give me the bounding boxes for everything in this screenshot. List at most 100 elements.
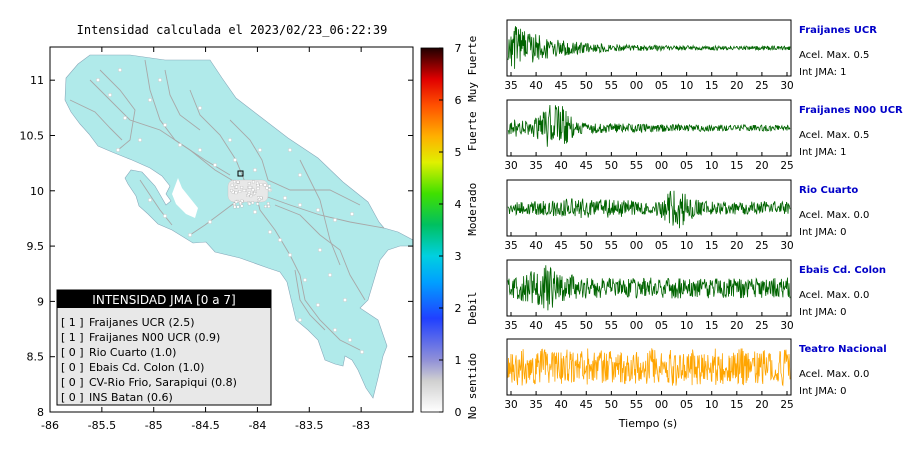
station-dot — [231, 190, 235, 194]
station-dot — [233, 180, 236, 184]
costa-rica-land — [64, 54, 413, 399]
waveform-tick-label: 25 — [780, 160, 793, 172]
gulf-nicoya — [172, 178, 198, 218]
station-jma: Int JMA: 0 — [799, 227, 847, 238]
map-x-tick-label: -86 — [41, 419, 59, 432]
waveform-tick-label: 25 — [755, 80, 768, 92]
waveform-tick-label: 10 — [680, 240, 693, 252]
station-dot — [178, 143, 182, 147]
waveform-tick-label: 45 — [554, 240, 567, 252]
station-dot — [288, 148, 292, 152]
intensity-legend: INTENSIDAD JMA [0 a 7] [ 1 ] Fraijanes UC… — [56, 289, 272, 406]
station-dot — [116, 148, 120, 152]
station-dot — [158, 78, 162, 82]
station-name: Teatro Nacional — [799, 344, 887, 355]
waveform-tick-label: 00 — [630, 240, 643, 252]
station-dot — [188, 233, 192, 237]
station-jma: Int JMA: 0 — [799, 307, 847, 318]
station-dot — [350, 212, 354, 216]
waveform-tick-label: 30 — [780, 240, 793, 252]
waveform-tick-label: 30 — [780, 80, 793, 92]
station-dot — [198, 148, 202, 152]
waveform-tick-label: 05 — [680, 399, 693, 411]
colorbar: 0 1 2 3 4 5 6 7 No sentido Debil Moderado Fuerte Mu… — [420, 36, 479, 419]
station-dot — [198, 106, 202, 110]
station-dot — [253, 210, 257, 214]
station-dot — [247, 182, 251, 185]
waveform-tick-label: 30 — [780, 320, 793, 332]
station-dot — [263, 183, 267, 187]
station-dot — [138, 138, 142, 142]
waveform-trace — [507, 348, 791, 387]
station-dot — [251, 201, 255, 205]
colorbar-category-label: Moderado — [466, 183, 479, 236]
station-dot — [259, 183, 263, 186]
map-axes: -86 -85.5 -85 -84.5 -84 -83.5 -83 11 10.5 10 9.5 9 8… — [20, 47, 413, 432]
station-dot — [234, 200, 238, 204]
station-jma: Int JMA: 0 — [799, 386, 847, 397]
map-x-tick-label: -84.5 — [191, 419, 219, 432]
station-pga: Acel. Max. 0.5 — [799, 50, 869, 61]
station-dot — [230, 183, 234, 187]
legend-entry-badge: [ 0 ] — [61, 376, 84, 389]
waveform-panel: 35 40 45 50 55 00 05 10 15 20 25 30 Ebais Cd. Colon A… — [504, 259, 886, 332]
station-dot — [118, 68, 122, 72]
waveform-tick-label: 10 — [705, 399, 718, 411]
station-dot — [298, 173, 302, 177]
station-dot — [213, 163, 217, 167]
station-name: Ebais Cd. Colon — [799, 265, 886, 276]
waveform-tick-label: 55 — [630, 160, 643, 172]
waveform-panel: 35 40 45 50 55 00 05 10 15 20 25 30 Rio Cuarto Acel. … — [504, 179, 869, 252]
waveform-trace — [507, 104, 791, 147]
map-frame — [49, 46, 414, 413]
waveform-tick-label: 50 — [580, 240, 593, 252]
station-dot — [240, 204, 244, 208]
waveform-tick-label: 10 — [705, 160, 718, 172]
waveform-tick-label: 00 — [630, 80, 643, 92]
station-dot — [253, 192, 257, 195]
waveform-tick-label: 15 — [705, 240, 718, 252]
waveform-tick-label: 20 — [730, 240, 743, 252]
station-dot — [233, 158, 237, 162]
waveform-tick-label: 05 — [680, 160, 693, 172]
station-dot — [247, 191, 251, 194]
waveform-tick-label: 55 — [605, 320, 618, 332]
station-dot — [258, 148, 262, 152]
station-dot — [278, 238, 282, 242]
map-y-tick-label: 10.5 — [20, 129, 45, 142]
waveform-panels: 35 40 45 50 55 00 05 10 15 20 25 30 Fraijanes UCR Ace… — [504, 19, 903, 411]
station-dot — [264, 205, 267, 208]
waveform-panel: 30 35 40 45 50 55 00 05 10 15 20 25 Teatro Nacional A… — [504, 338, 887, 411]
station-dot — [251, 188, 255, 192]
map-y-tick-label: 11 — [30, 74, 44, 87]
waveform-tick-label: 15 — [705, 320, 718, 332]
station-dot — [316, 303, 320, 307]
station-dot — [348, 338, 352, 342]
station-dot — [333, 218, 337, 222]
legend-header-bg — [57, 290, 271, 308]
waveform-trace — [507, 190, 791, 229]
station-dot — [298, 318, 302, 322]
legend-entry-label: Fraijanes UCR (2.5) — [89, 316, 195, 329]
station-dot — [259, 196, 263, 200]
waveform-tick-label: 30 — [504, 399, 517, 411]
waveform-tick-label: 15 — [705, 80, 718, 92]
legend-entry-badge: [ 1 ] — [61, 331, 84, 344]
waveform-tick-label: 40 — [554, 399, 567, 411]
waveform-tick-label: 40 — [529, 240, 542, 252]
station-dot — [228, 138, 232, 142]
legend-entry-badge: [ 1 ] — [61, 316, 84, 329]
station-dot — [288, 253, 292, 257]
station-dot — [123, 116, 127, 120]
colorbar-tick-label: 0 — [455, 406, 462, 419]
colorbar-tick-label: 1 — [455, 354, 462, 367]
waveform-tick-label: 00 — [630, 320, 643, 332]
waveform-tick-label: 05 — [655, 240, 668, 252]
station-dot — [242, 189, 246, 192]
waveform-tick-label: 35 — [529, 160, 542, 172]
waveform-tick-label: 35 — [504, 240, 517, 252]
station-dot — [256, 183, 260, 187]
map-y-tick-label: 9.5 — [27, 240, 45, 253]
waveform-tick-label: 20 — [755, 160, 768, 172]
station-dot — [148, 198, 152, 202]
